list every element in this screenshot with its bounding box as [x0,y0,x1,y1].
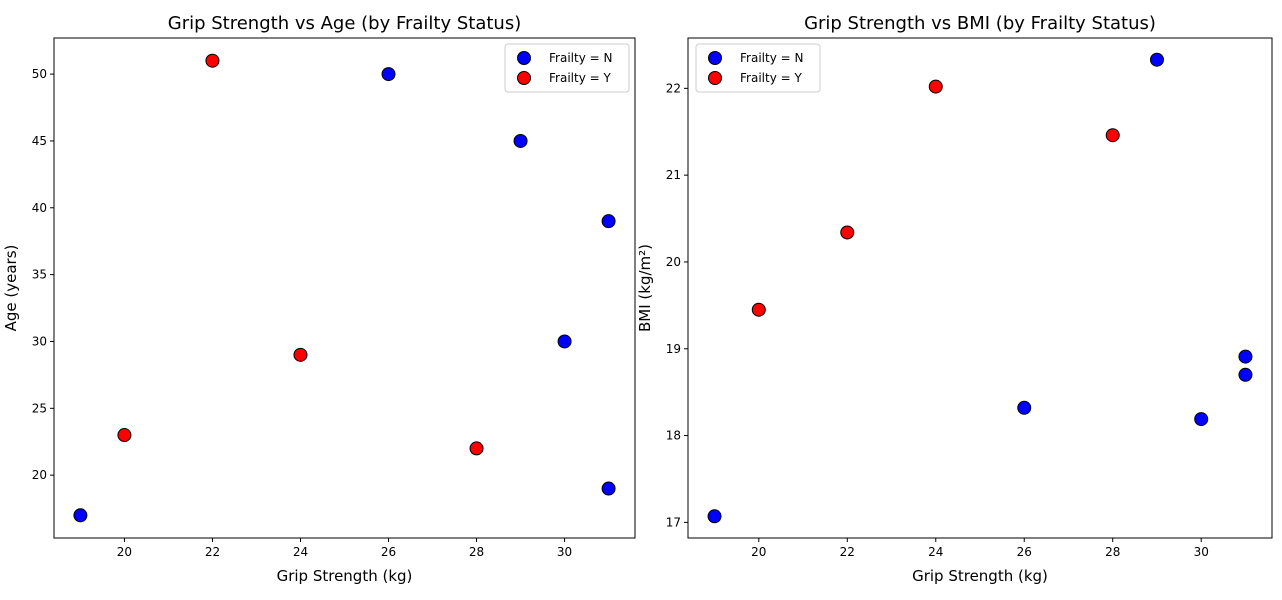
data-point [601,481,616,496]
y-tick-label: 21 [666,168,681,182]
data-point [1238,349,1253,364]
x-tick-label: 26 [381,545,396,559]
data-point [1238,367,1253,382]
x-tick-label: 26 [1017,545,1032,559]
y-tick-label: 17 [666,515,681,529]
y-tick-label: 22 [666,81,681,95]
legend-marker [517,51,531,65]
x-tick-label: 24 [928,545,943,559]
data-point [928,79,943,94]
x-tick-label: 22 [840,545,855,559]
data-point [557,334,572,349]
chart-title: Grip Strength vs BMI (by Frailty Status) [804,13,1156,34]
legend-marker [708,51,722,65]
data-point [1194,412,1209,427]
x-tick-label: 20 [117,545,132,559]
data-point [73,508,88,523]
legend-box [504,43,630,93]
data-point [381,67,396,82]
chart-1: Grip Strength vs Age (by Frailty Status)… [2,13,636,585]
legend: Frailty = N Frailty = Y [504,43,630,93]
data-point [1149,52,1164,67]
legend-label: Frailty = N [549,51,612,65]
x-tick-label: 30 [557,545,572,559]
x-axis-label: Grip Strength (kg) [277,567,413,585]
x-axis-label: Grip Strength (kg) [912,567,1048,585]
data-point [707,509,722,524]
y-tick-label: 45 [32,134,47,148]
data-point [117,428,132,443]
plot-area-frame [53,37,636,539]
y-tick-label: 20 [666,255,681,269]
legend: Frailty = N Frailty = Y [695,43,821,93]
y-tick-label: 30 [32,334,47,348]
data-point [513,133,528,148]
y-tick-label: 25 [32,401,47,415]
legend-label: Frailty = N [740,51,803,65]
data-point [601,214,616,229]
data-point [205,53,220,68]
y-tick-label: 35 [32,268,47,282]
y-tick-label: 20 [32,468,47,482]
legend-marker [517,71,531,85]
x-tick-label: 28 [469,545,484,559]
y-tick-label: 40 [32,201,47,215]
legend-label: Frailty = Y [740,71,802,85]
y-tick-label: 50 [32,67,47,81]
data-point [840,225,855,240]
x-tick-label: 20 [751,545,766,559]
legend-label: Frailty = Y [549,71,611,85]
data-point [293,347,308,362]
x-tick-label: 28 [1105,545,1120,559]
data-point [1017,400,1032,415]
x-tick-label: 30 [1194,545,1209,559]
data-point [1105,128,1120,143]
y-tick-label: 19 [666,342,681,356]
data-point [469,441,484,456]
y-tick-label: 18 [666,429,681,443]
x-tick-label: 22 [205,545,220,559]
y-axis-label: Age (years) [2,245,20,332]
data-point [751,302,766,317]
legend-marker [708,71,722,85]
x-tick-label: 24 [293,545,308,559]
chart-2: Grip Strength vs BMI (by Frailty Status)… [636,13,1273,585]
y-axis-label: BMI (kg/m²) [636,244,654,332]
plot-area-frame [687,37,1273,539]
legend-box [695,43,821,93]
chart-title: Grip Strength vs Age (by Frailty Status) [168,13,521,34]
